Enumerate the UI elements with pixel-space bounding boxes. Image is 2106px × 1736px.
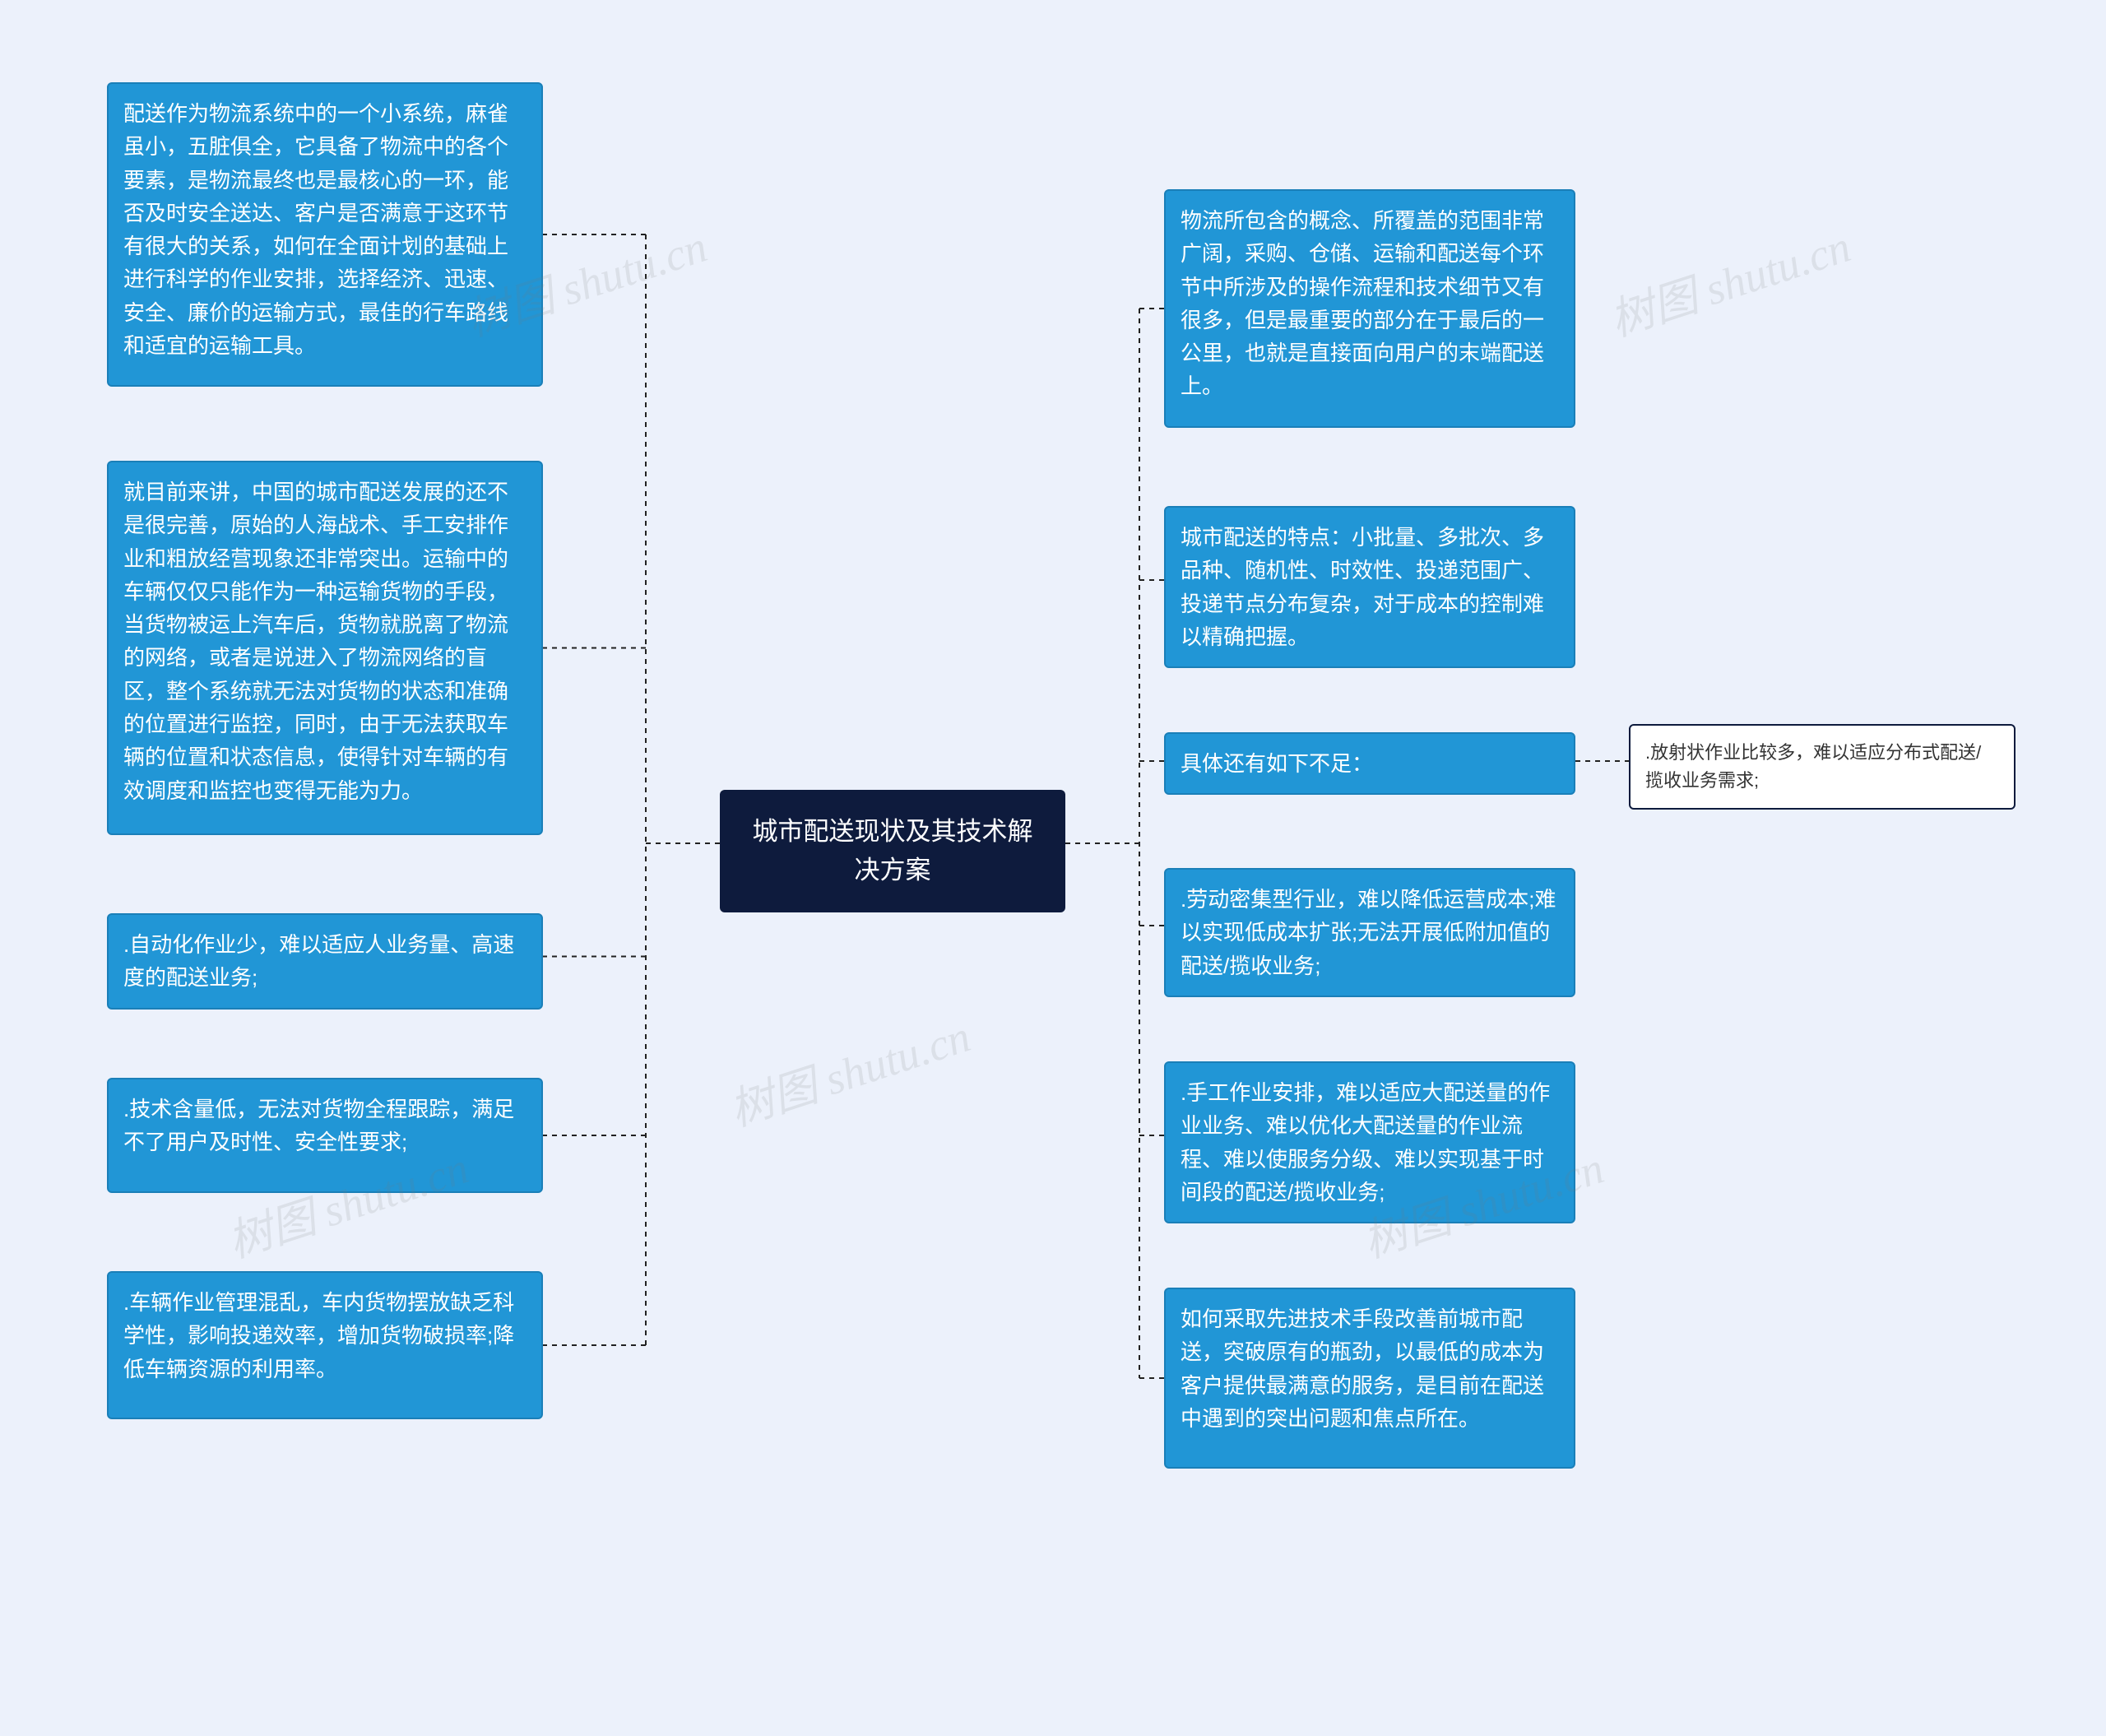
right-branch-2[interactable]: 城市配送的特点：小批量、多批次、多品种、随机性、时效性、投递范围广、投递节点分布… xyxy=(1164,506,1575,668)
right-branch-4-text: .劳动密集型行业，难以降低运营成本;难以实现低成本扩张;无法开展低附加值的配送/… xyxy=(1181,887,1556,978)
right-branch-3-child-1-text: .放射状作业比较多，难以适应分布式配送/揽收业务需求; xyxy=(1645,742,1981,791)
right-branch-1[interactable]: 物流所包含的概念、所覆盖的范围非常广阔，采购、仓储、运输和配送每个环节中所涉及的… xyxy=(1164,189,1575,428)
left-branch-1-text: 配送作为物流系统中的一个小系统，麻雀虽小，五脏俱全，它具备了物流中的各个要素，是… xyxy=(123,101,508,358)
right-branch-5[interactable]: .手工作业安排，难以适应大配送量的作业业务、难以优化大配送量的作业流程、难以使服… xyxy=(1164,1061,1575,1223)
left-branch-3-text: .自动化作业少，难以适应人业务量、高速度的配送业务; xyxy=(123,932,514,990)
left-branch-3[interactable]: .自动化作业少，难以适应人业务量、高速度的配送业务; xyxy=(107,913,543,1010)
right-branch-6-text: 如何采取先进技术手段改善前城市配送，突破原有的瓶劲，以最低的成本为客户提供最满意… xyxy=(1181,1307,1544,1431)
center-node[interactable]: 城市配送现状及其技术解决方案 xyxy=(720,790,1065,912)
center-node-text: 城市配送现状及其技术解决方案 xyxy=(753,817,1033,884)
right-branch-6[interactable]: 如何采取先进技术手段改善前城市配送，突破原有的瓶劲，以最低的成本为客户提供最满意… xyxy=(1164,1288,1575,1469)
right-branch-3-text: 具体还有如下不足： xyxy=(1181,751,1373,776)
right-branch-5-text: .手工作业安排，难以适应大配送量的作业业务、难以优化大配送量的作业流程、难以使服… xyxy=(1181,1080,1550,1205)
left-branch-4-text: .技术含量低，无法对货物全程跟踪，满足不了用户及时性、安全性要求; xyxy=(123,1097,514,1154)
left-branch-1[interactable]: 配送作为物流系统中的一个小系统，麻雀虽小，五脏俱全，它具备了物流中的各个要素，是… xyxy=(107,82,543,387)
right-branch-1-text: 物流所包含的概念、所覆盖的范围非常广阔，采购、仓储、运输和配送每个环节中所涉及的… xyxy=(1181,208,1544,398)
left-branch-2[interactable]: 就目前来讲，中国的城市配送发展的还不是很完善，原始的人海战术、手工安排作业和粗放… xyxy=(107,461,543,835)
left-branch-2-text: 就目前来讲，中国的城市配送发展的还不是很完善，原始的人海战术、手工安排作业和粗放… xyxy=(123,480,508,803)
right-branch-2-text: 城市配送的特点：小批量、多批次、多品种、随机性、时效性、投递范围广、投递节点分布… xyxy=(1181,525,1544,649)
left-branch-4[interactable]: .技术含量低，无法对货物全程跟踪，满足不了用户及时性、安全性要求; xyxy=(107,1078,543,1193)
right-branch-3-child-1[interactable]: .放射状作业比较多，难以适应分布式配送/揽收业务需求; xyxy=(1629,724,2016,810)
watermark-2: 树图 shutu.cn xyxy=(1600,210,1858,349)
left-branch-5[interactable]: .车辆作业管理混乱，车内货物摆放缺乏科学性，影响投递效率，增加货物破损率;降低车… xyxy=(107,1271,543,1419)
left-branch-5-text: .车辆作业管理混乱，车内货物摆放缺乏科学性，影响投递效率，增加货物破损率;降低车… xyxy=(123,1290,514,1381)
watermark-3: 树图 shutu.cn xyxy=(720,1000,977,1139)
right-branch-3[interactable]: 具体还有如下不足： xyxy=(1164,732,1575,795)
right-branch-4[interactable]: .劳动密集型行业，难以降低运营成本;难以实现低成本扩张;无法开展低附加值的配送/… xyxy=(1164,868,1575,997)
